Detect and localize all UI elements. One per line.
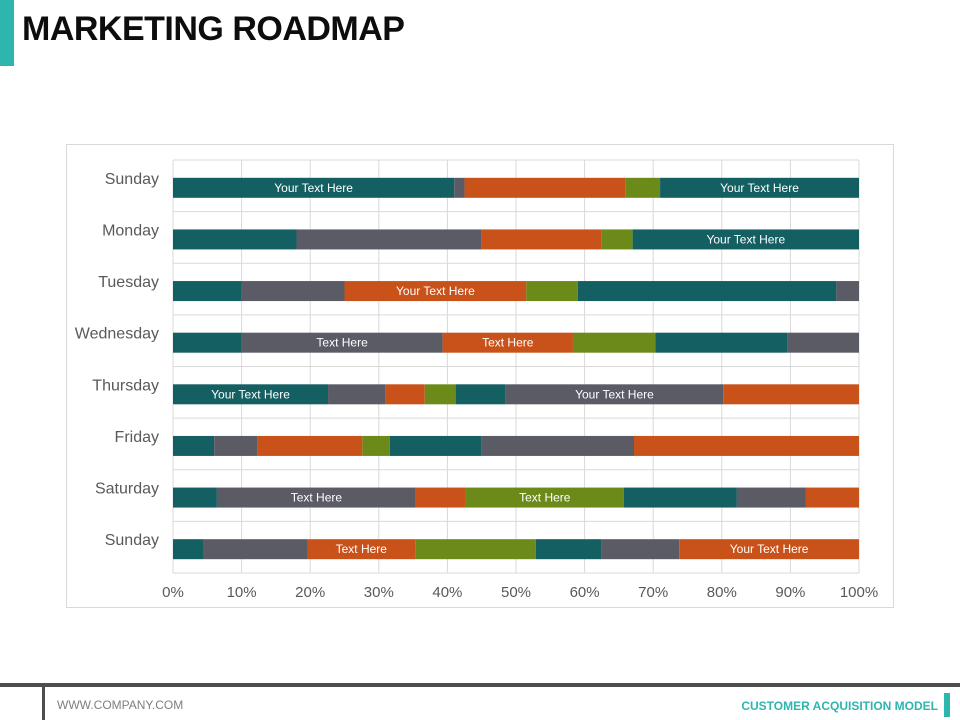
segment-label: Your Text Here <box>720 181 799 195</box>
bar-segment <box>577 281 837 302</box>
bar-segment <box>623 487 737 508</box>
bar-segment <box>385 384 425 405</box>
category-label: Tuesday <box>98 274 159 291</box>
x-tick-label: 80% <box>707 584 737 601</box>
x-tick-label: 60% <box>570 584 600 601</box>
bar-segment <box>173 177 455 198</box>
bar-segment <box>481 435 634 456</box>
bar-segment <box>454 177 465 198</box>
bar-segment <box>572 332 656 353</box>
bar-segment <box>203 539 308 560</box>
footer-tagline: CUSTOMER ACQUISITION MODEL <box>741 699 938 713</box>
segment-label: Text Here <box>336 542 388 556</box>
footer-website: WWW.COMPANY.COM <box>57 698 184 712</box>
bar-segment <box>257 435 363 456</box>
bar-segment <box>214 435 258 456</box>
segment-label: Your Text Here <box>575 387 654 401</box>
bar-segment <box>679 539 859 560</box>
segment-label: Text Here <box>482 336 534 350</box>
category-label: Wednesday <box>75 326 159 343</box>
bar-segment <box>173 539 204 560</box>
title-accent-bar <box>0 0 14 66</box>
segment-label: Text Here <box>291 491 343 505</box>
footer-accent-bar <box>944 693 950 717</box>
x-tick-label: 100% <box>840 584 878 601</box>
bar-segment <box>601 539 680 560</box>
segment-label: Your Text Here <box>211 387 290 401</box>
x-tick-label: 90% <box>775 584 805 601</box>
bar-segment <box>173 435 215 456</box>
category-label: Sunday <box>105 532 159 549</box>
bar-segment <box>633 435 859 456</box>
bar-segment <box>344 281 527 302</box>
bar-segment <box>173 384 329 405</box>
stacked-bar-chart: 0% 10% 20% 30% 40% 50% 60% 70% 80% 90% 100% Sunday Y… <box>75 159 878 601</box>
bar-segment <box>241 281 345 302</box>
segment-label: Your Text Here <box>706 232 785 246</box>
x-tick-label: 40% <box>432 584 462 601</box>
segment-label: Text Here <box>519 491 571 505</box>
bar-segment <box>481 229 602 250</box>
bar-segment <box>723 384 859 405</box>
x-tick-label: 20% <box>295 584 325 601</box>
bar-segment <box>805 487 859 508</box>
category-label: Monday <box>102 222 159 239</box>
bar-segment <box>455 384 506 405</box>
segment-label: Text Here <box>316 336 368 350</box>
bar-segment <box>415 539 536 560</box>
bar-segment <box>526 281 578 302</box>
bar-segment <box>505 384 724 405</box>
category-label: Thursday <box>92 377 159 394</box>
x-tick-label: 30% <box>364 584 394 601</box>
bar-segment <box>535 539 602 560</box>
x-tick-label: 50% <box>501 584 531 601</box>
bar-segment <box>216 487 416 508</box>
x-tick-label: 10% <box>227 584 257 601</box>
x-tick-label: 0% <box>162 584 184 601</box>
bar-segment <box>173 487 217 508</box>
bar-segment <box>736 487 806 508</box>
segment-label: Your Text Here <box>730 542 809 556</box>
bar-segment <box>465 487 624 508</box>
footer-line <box>0 683 960 687</box>
bar-segment <box>632 229 859 250</box>
segment-label: Your Text Here <box>396 284 475 298</box>
footer-divider <box>42 687 45 720</box>
segment-label: Your Text Here <box>274 181 353 195</box>
bar-segment <box>389 435 482 456</box>
category-label: Friday <box>115 429 159 446</box>
page-title: MARKETING ROADMAP <box>22 10 405 48</box>
bar-segment <box>415 487 466 508</box>
chart-frame: 0% 10% 20% 30% 40% 50% 60% 70% 80% 90% 100% Sunday Y… <box>66 144 894 608</box>
bar-segment <box>660 177 859 198</box>
bar-segment <box>173 281 242 302</box>
bar-segment <box>296 229 482 250</box>
bar-segment <box>442 332 573 353</box>
bar-segment <box>362 435 390 456</box>
bar-segment <box>464 177 626 198</box>
bar-segment <box>424 384 456 405</box>
bar-segment <box>625 177 661 198</box>
bar-segment <box>241 332 443 353</box>
bar-segment <box>328 384 386 405</box>
category-label: Sunday <box>105 171 159 188</box>
bar-segment <box>173 229 297 250</box>
bar-segment <box>787 332 859 353</box>
bar-segment <box>836 281 859 302</box>
x-tick-label: 70% <box>638 584 668 601</box>
category-label: Saturday <box>95 481 159 498</box>
bar-segment <box>655 332 788 353</box>
bar-segment <box>307 539 416 560</box>
bar-segment <box>173 332 242 353</box>
bar-segment <box>601 229 633 250</box>
